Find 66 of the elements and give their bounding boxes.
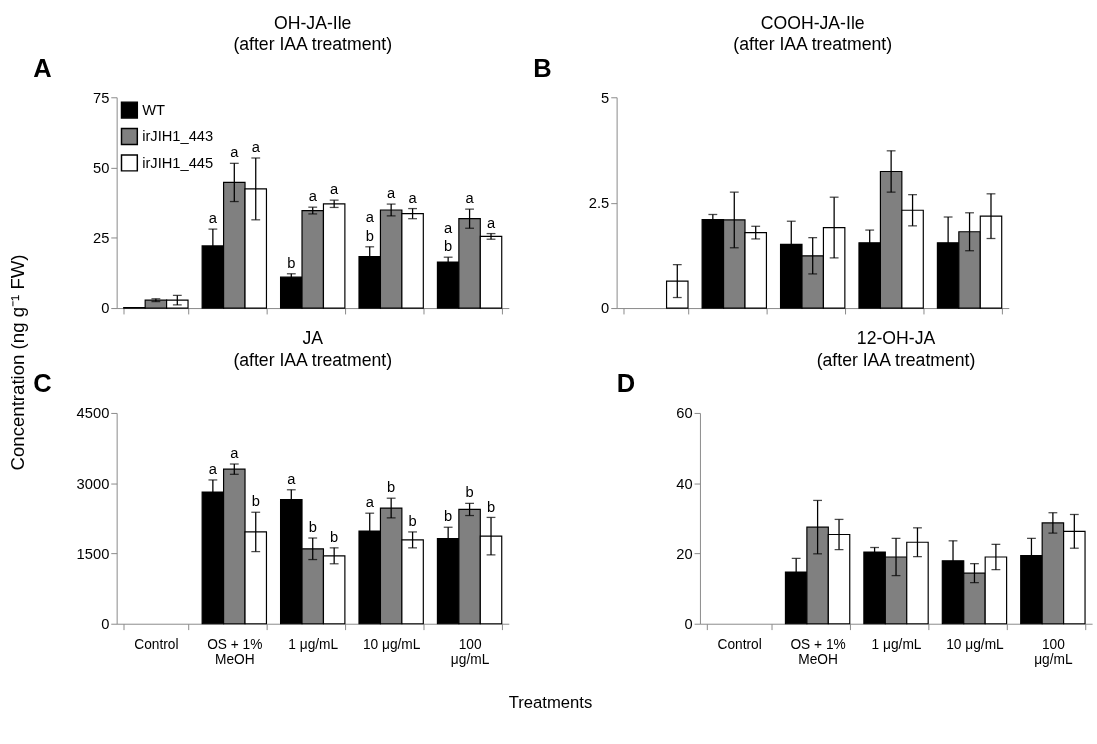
chart-title: JA	[302, 328, 324, 349]
chart-title: OH-JA-Ile	[274, 12, 352, 33]
x-tick-label: Control	[134, 636, 179, 652]
data-label: b	[486, 498, 496, 515]
y-tick-label: 0	[101, 616, 110, 633]
text: B	[533, 53, 552, 82]
x-tick-label: Control	[717, 636, 762, 652]
x-tick-label: 100 μg/mL	[450, 636, 490, 668]
y-tick-label: 40	[676, 475, 693, 492]
y-tick-label: 2.5	[588, 195, 610, 212]
data-label: a	[465, 190, 475, 207]
data-label: a	[365, 494, 375, 511]
y-tick-label: 0	[601, 300, 610, 317]
y-tick-label: 75	[92, 89, 110, 106]
x-tick-label: 10 μg/mL	[362, 636, 421, 652]
data-label: b	[465, 484, 474, 501]
y-tick-label: 3000	[76, 475, 110, 492]
y-tick-label: 5	[601, 89, 610, 106]
x-axis-title: Treatments	[508, 692, 593, 712]
data-label: b	[387, 479, 396, 496]
data-label: a	[387, 185, 397, 202]
data-label: a	[208, 210, 218, 227]
x-tick-label: 10 μg/mL	[946, 636, 1005, 652]
y-axis-title: Concentration (ng g⁻¹ FW)	[6, 254, 28, 471]
legend-label: irJIH1_443	[142, 128, 214, 145]
data-label: a	[251, 139, 261, 156]
data-label: b	[444, 508, 453, 525]
text: A	[33, 53, 52, 82]
text: a b	[365, 209, 374, 244]
x-tick-label: OS + 1% MeOH	[790, 636, 846, 668]
data-label: a	[230, 445, 240, 462]
data-label: a	[287, 470, 297, 487]
chart-title: COOH-JA-Ile	[760, 12, 865, 33]
data-label: b	[308, 519, 317, 536]
y-tick-label: 0	[101, 300, 110, 317]
chart-subtitle: (after IAA treatment)	[733, 34, 893, 55]
legend-label: irJIH1_445	[142, 154, 214, 171]
legend-label: WT	[142, 101, 166, 118]
chart-subtitle: (after IAA treatment)	[233, 34, 393, 55]
data-label: b	[408, 513, 417, 530]
data-label: a	[408, 189, 418, 206]
y-tick-label: 0	[684, 616, 693, 633]
y-tick-label: 60	[676, 405, 693, 422]
data-label: a	[208, 461, 218, 478]
text: C	[33, 369, 52, 398]
data-label: b	[251, 493, 260, 510]
y-tick-label: 4500	[76, 405, 110, 422]
chart-title: 12-OH-JA	[856, 328, 936, 349]
data-label: b	[330, 528, 339, 545]
y-tick-label: 20	[676, 545, 693, 562]
x-tick-label: 100 μg/mL	[1034, 636, 1073, 668]
x-tick-label: 1 μg/mL	[288, 636, 339, 652]
chart-subtitle: (after IAA treatment)	[233, 349, 393, 370]
x-tick-label: OS + 1% MeOH	[207, 636, 263, 668]
data-label: a	[230, 144, 240, 161]
data-label: a	[330, 181, 340, 198]
data-label: a	[308, 188, 318, 205]
x-tick-label: 1 μg/mL	[871, 636, 922, 652]
text: a b	[444, 219, 453, 255]
y-tick-label: 1500	[76, 545, 110, 562]
text: D	[616, 369, 636, 398]
chart-subtitle: (after IAA treatment)	[816, 349, 976, 370]
y-tick-label: 50	[92, 159, 110, 176]
y-tick-label: 25	[92, 230, 110, 247]
data-label: a	[486, 214, 496, 231]
data-label: b	[287, 254, 296, 271]
